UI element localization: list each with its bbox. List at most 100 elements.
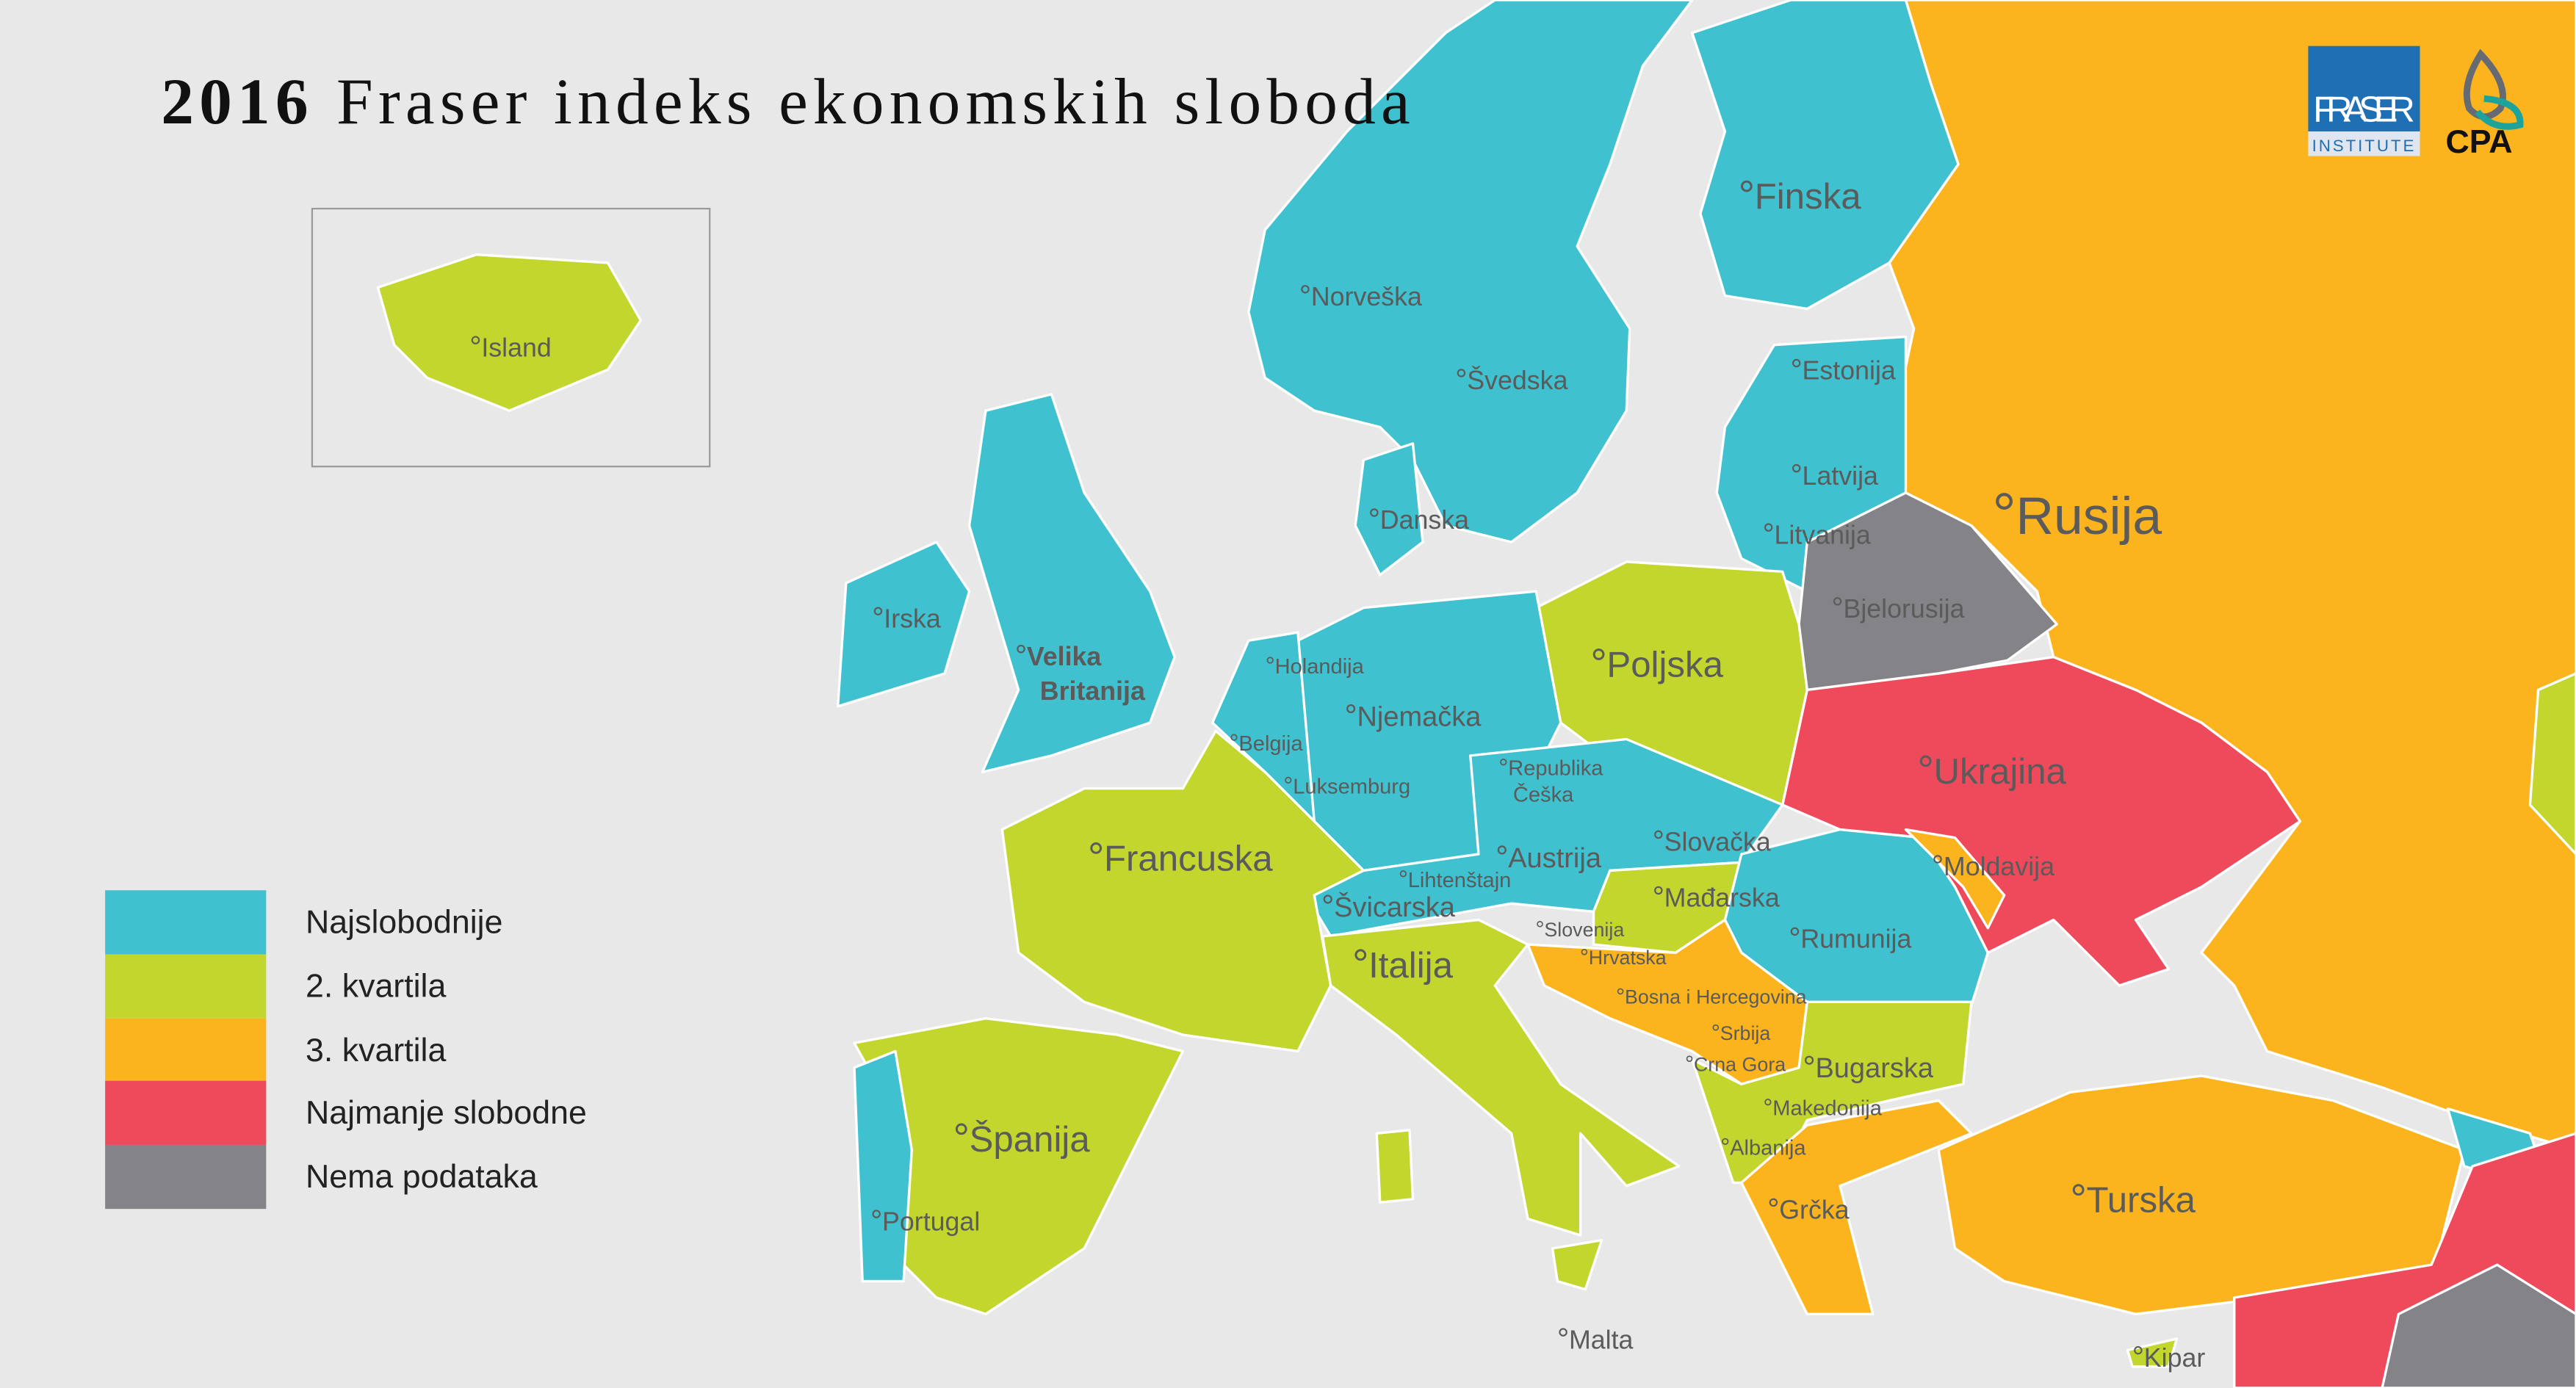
country-label-velika: Velika — [1027, 642, 1103, 671]
capital-marker-icon — [1230, 734, 1238, 741]
capital-marker-icon — [1354, 949, 1367, 961]
capital-marker-icon — [1686, 1055, 1693, 1062]
country-label-njemačka: Njemačka — [1357, 702, 1482, 733]
capital-marker-icon — [1769, 1198, 1778, 1207]
country-label-portugal: Portugal — [882, 1207, 980, 1236]
capital-marker-icon — [872, 1210, 881, 1218]
legend: Najslobodnije 2. kvartila 3. kvartila Najma… — [105, 890, 587, 1210]
country-label-kipar: Kipar — [2144, 1343, 2206, 1373]
country-shape-portugal — [853, 1049, 913, 1283]
capital-marker-icon — [1919, 755, 1932, 767]
capital-marker-icon — [1792, 358, 1801, 368]
country-label-danska: Danska — [1380, 505, 1469, 535]
capital-marker-icon — [1090, 842, 1103, 854]
capital-marker-icon — [955, 1123, 967, 1135]
capital-marker-icon — [1017, 644, 1025, 654]
legend-label: Najslobodnije — [306, 904, 503, 940]
cpa-logo-text: CPA — [2445, 124, 2512, 160]
country-shape-finland — [1691, 0, 1960, 311]
capital-marker-icon — [1500, 759, 1507, 766]
capital-marker-icon — [1764, 523, 1773, 532]
country-shape-iceland — [376, 253, 642, 412]
country-label-rumunija: Rumunija — [1800, 925, 1911, 954]
capital-marker-icon — [471, 336, 480, 344]
legend-swatch — [105, 954, 267, 1019]
country-label-malta: Malta — [1569, 1325, 1634, 1354]
country-shape-east-edge — [2528, 672, 2576, 856]
country-label-bjelorusija: Bjelorusija — [1843, 594, 1964, 623]
capital-marker-icon — [1996, 493, 2013, 510]
country-label-litvanija: Litvanija — [1775, 520, 1871, 549]
country-shape-italy — [1321, 918, 1681, 1237]
country-label-britanija: Britanija — [1040, 676, 1146, 706]
capital-marker-icon — [1764, 1099, 1772, 1106]
fraser-logo-subtext: INSTITUTE — [2312, 137, 2417, 155]
country-label-latvija: Latvija — [1803, 461, 1878, 491]
country-label-norveška: Norveška — [1311, 282, 1422, 311]
legend-label: 2. kvartila — [306, 969, 446, 1005]
capital-marker-icon — [1346, 704, 1356, 714]
country-label-hrvatska: Hrvatska — [1589, 947, 1667, 969]
capital-marker-icon — [1370, 508, 1379, 517]
country-label-švicarska: Švicarska — [1334, 891, 1456, 923]
country-label-mađarska: Mađarska — [1664, 883, 1780, 913]
capital-marker-icon — [1712, 1024, 1720, 1031]
legend-label: 3. kvartila — [306, 1033, 446, 1069]
legend-swatch — [105, 1144, 267, 1210]
country-label-rusija: Rusija — [2016, 487, 2162, 546]
capital-marker-icon — [2072, 1184, 2085, 1196]
capital-marker-icon — [1592, 648, 1605, 660]
iceland-inset-frame — [311, 207, 711, 468]
capital-marker-icon — [1833, 597, 1842, 606]
legend-swatch — [105, 890, 267, 955]
fraser-logo-text: FRASER — [2313, 90, 2415, 130]
capital-marker-icon — [1933, 855, 1942, 864]
country-label-španija: Španija — [970, 1118, 1091, 1160]
country-label-albanija: Albanija — [1730, 1136, 1806, 1160]
country-label-turska: Turska — [2086, 1180, 2196, 1221]
country-label-austrija: Austrija — [1508, 843, 1602, 874]
capital-marker-icon — [1537, 920, 1543, 928]
country-label-moldavija: Moldavija — [1944, 852, 2054, 881]
capital-marker-icon — [1457, 369, 1466, 377]
capital-marker-icon — [1285, 776, 1292, 784]
country-label-makedonija: Makedonija — [1772, 1097, 1882, 1121]
capital-marker-icon — [1399, 870, 1407, 878]
country-shape-uk — [967, 393, 1176, 773]
country-shape-cyprus — [2126, 1337, 2179, 1368]
country-label-francuska: Francuska — [1104, 838, 1273, 878]
country-label-irska: Irska — [884, 604, 941, 633]
fraser-logo-band — [2308, 131, 2420, 156]
country-label-češka: Češka — [1513, 781, 1574, 806]
country-shapes — [376, 0, 2576, 1388]
country-shape-scandinavia — [1247, 0, 1694, 543]
country-label-slovenija: Slovenija — [1544, 919, 1624, 941]
capital-marker-icon — [1805, 1055, 1814, 1065]
country-shape-central — [1305, 737, 1784, 938]
country-label-slovačka: Slovačka — [1664, 828, 1771, 857]
capital-marker-icon — [1617, 988, 1624, 995]
fraser-logo: FRASER INSTITUTE — [2308, 46, 2420, 156]
country-labels: Island Finska Norveška Švedska Estonija Latvi… — [471, 176, 2206, 1373]
legend-swatch — [105, 1018, 267, 1082]
country-label-crna-gora: Crna Gora — [1694, 1053, 1786, 1075]
country-label-republika: Republika — [1508, 757, 1603, 781]
country-label-lihtenštajn: Lihtenštajn — [1408, 869, 1512, 892]
country-label-luksemburg: Luksemburg — [1293, 775, 1410, 798]
capital-marker-icon — [1497, 845, 1507, 855]
capital-marker-icon — [1654, 830, 1663, 839]
country-shape-france — [1000, 729, 1365, 1053]
capital-marker-icon — [1323, 894, 1332, 904]
country-label-bosna-i-hercegovina: Bosna i Hercegovina — [1625, 986, 1807, 1008]
capital-marker-icon — [1740, 180, 1753, 192]
country-shape-sardinia — [1375, 1129, 1415, 1204]
capital-marker-icon — [1581, 948, 1588, 955]
capital-marker-icon — [2134, 1345, 2143, 1355]
capital-marker-icon — [1301, 285, 1310, 294]
capital-marker-icon — [1792, 463, 1801, 473]
country-shape-sicily — [1551, 1238, 1603, 1291]
country-shape-middle-east-nodata — [2381, 1263, 2576, 1388]
capital-marker-icon — [873, 607, 883, 615]
country-label-island: Island — [481, 333, 551, 362]
title-year: 2016 — [161, 65, 314, 138]
